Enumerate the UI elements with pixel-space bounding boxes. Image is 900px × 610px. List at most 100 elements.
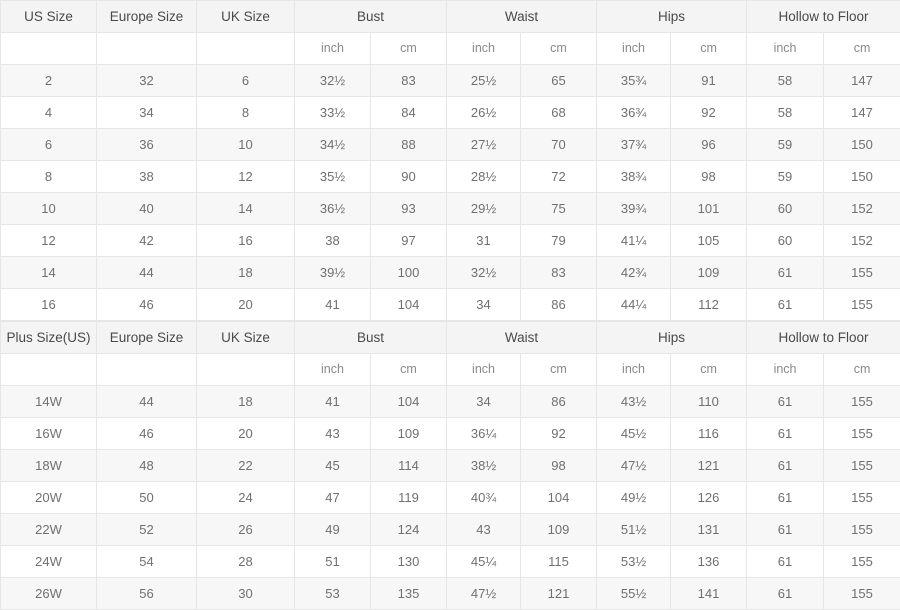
measurement-cell: 155 [824, 257, 900, 289]
column-group-header: Plus Size(US) [1, 322, 97, 354]
column-group-header: Hips [597, 1, 747, 33]
size-label-cell: 26W [1, 578, 97, 610]
measurement-cell: 79 [521, 225, 597, 257]
unit-label: cm [371, 33, 447, 65]
column-group-header: Europe Size [97, 1, 197, 33]
measurement-cell: 38 [97, 161, 197, 193]
measurement-cell: 34½ [295, 129, 371, 161]
measurement-cell: 20 [197, 418, 295, 450]
measurement-cell: 36 [97, 129, 197, 161]
measurement-cell: 110 [671, 386, 747, 418]
column-group-header: Hips [597, 322, 747, 354]
measurement-cell: 53 [295, 578, 371, 610]
unit-label: inch [295, 354, 371, 386]
measurement-cell: 112 [671, 289, 747, 321]
measurement-cell: 55½ [597, 578, 671, 610]
unit-label-empty [97, 354, 197, 386]
measurement-cell: 53½ [597, 546, 671, 578]
measurement-cell: 121 [671, 450, 747, 482]
column-group-header: Hollow to Floor [747, 322, 900, 354]
measurement-cell: 14 [197, 193, 295, 225]
measurement-cell: 101 [671, 193, 747, 225]
measurement-cell: 61 [747, 578, 824, 610]
measurement-cell: 116 [671, 418, 747, 450]
measurement-cell: 54 [97, 546, 197, 578]
measurement-cell: 141 [671, 578, 747, 610]
measurement-cell: 131 [671, 514, 747, 546]
measurement-cell: 50 [97, 482, 197, 514]
column-group-header: Bust [295, 1, 447, 33]
measurement-cell: 136 [671, 546, 747, 578]
measurement-cell: 152 [824, 225, 900, 257]
measurement-cell: 41 [295, 386, 371, 418]
column-group-header: Bust [295, 322, 447, 354]
measurement-cell: 20 [197, 289, 295, 321]
measurement-cell: 52 [97, 514, 197, 546]
measurement-cell: 61 [747, 514, 824, 546]
measurement-cell: 105 [671, 225, 747, 257]
measurement-cell: 93 [371, 193, 447, 225]
size-label-cell: 2 [1, 65, 97, 97]
size-label-cell: 16W [1, 418, 97, 450]
measurement-cell: 152 [824, 193, 900, 225]
measurement-cell: 51 [295, 546, 371, 578]
size-label-cell: 24W [1, 546, 97, 578]
measurement-cell: 6 [197, 65, 295, 97]
measurement-cell: 86 [521, 386, 597, 418]
measurement-cell: 35½ [295, 161, 371, 193]
measurement-cell: 8 [197, 97, 295, 129]
size-label-cell: 6 [1, 129, 97, 161]
measurement-cell: 75 [521, 193, 597, 225]
measurement-cell: 47 [295, 482, 371, 514]
measurement-cell: 38¾ [597, 161, 671, 193]
measurement-cell: 104 [371, 289, 447, 321]
measurement-cell: 109 [671, 257, 747, 289]
measurement-cell: 92 [671, 97, 747, 129]
measurement-cell: 22 [197, 450, 295, 482]
measurement-cell: 46 [97, 418, 197, 450]
measurement-cell: 36¾ [597, 97, 671, 129]
measurement-cell: 30 [197, 578, 295, 610]
measurement-cell: 27½ [447, 129, 521, 161]
unit-label: cm [824, 33, 900, 65]
measurement-cell: 98 [521, 450, 597, 482]
measurement-cell: 90 [371, 161, 447, 193]
measurement-cell: 155 [824, 514, 900, 546]
measurement-cell: 26½ [447, 97, 521, 129]
unit-label-empty [1, 354, 97, 386]
measurement-cell: 83 [521, 257, 597, 289]
measurement-cell: 72 [521, 161, 597, 193]
measurement-cell: 38½ [447, 450, 521, 482]
measurement-cell: 12 [197, 161, 295, 193]
measurement-cell: 51½ [597, 514, 671, 546]
measurement-cell: 155 [824, 450, 900, 482]
measurement-cell: 61 [747, 289, 824, 321]
unit-label-empty [197, 354, 295, 386]
measurement-cell: 40¾ [447, 482, 521, 514]
size-label-cell: 14W [1, 386, 97, 418]
size-label-cell: 18W [1, 450, 97, 482]
measurement-cell: 44 [97, 257, 197, 289]
measurement-cell: 61 [747, 450, 824, 482]
unit-label: inch [747, 354, 824, 386]
unit-label: inch [747, 33, 824, 65]
measurement-cell: 100 [371, 257, 447, 289]
measurement-cell: 25½ [447, 65, 521, 97]
measurement-cell: 36¼ [447, 418, 521, 450]
measurement-cell: 104 [371, 386, 447, 418]
measurement-cell: 24 [197, 482, 295, 514]
measurement-cell: 34 [447, 289, 521, 321]
measurement-cell: 61 [747, 418, 824, 450]
measurement-cell: 44¼ [597, 289, 671, 321]
measurement-cell: 155 [824, 386, 900, 418]
measurement-cell: 49 [295, 514, 371, 546]
measurement-cell: 88 [371, 129, 447, 161]
